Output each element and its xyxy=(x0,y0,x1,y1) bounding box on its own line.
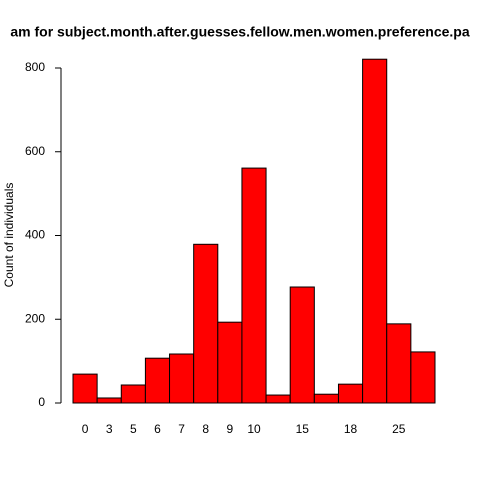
bar xyxy=(337,383,364,404)
x-tick-label: 5 xyxy=(130,422,137,436)
y-tick-label: 200 xyxy=(25,311,45,325)
bar xyxy=(386,323,412,404)
x-tick-label: 0 xyxy=(82,422,89,436)
bar xyxy=(169,353,195,404)
y-tick-label: 600 xyxy=(25,144,45,158)
y-tick-label: 0 xyxy=(38,395,45,409)
x-tick-label: 8 xyxy=(202,422,209,436)
x-tick-label: 9 xyxy=(227,422,234,436)
x-tick-label: 25 xyxy=(392,422,406,436)
bar xyxy=(241,167,267,404)
x-tick-label: 18 xyxy=(344,422,358,436)
y-tick-label: 800 xyxy=(25,60,45,74)
chart-title: am for subject.month.after.guesses.fello… xyxy=(10,24,469,40)
bar xyxy=(96,397,122,404)
x-tick-label: 10 xyxy=(247,422,261,436)
x-tick-label: 7 xyxy=(178,422,185,436)
bar xyxy=(289,286,315,404)
y-axis-label: Count of individuals xyxy=(2,183,16,288)
x-tick-label: 6 xyxy=(154,422,161,436)
x-tick-label: 3 xyxy=(106,422,113,436)
bar xyxy=(362,58,388,404)
bar xyxy=(217,321,243,404)
bar xyxy=(120,384,146,404)
bar xyxy=(410,351,436,404)
bar xyxy=(265,394,291,404)
bar xyxy=(72,373,98,404)
bar xyxy=(193,243,219,404)
y-tick-label: 400 xyxy=(25,228,45,242)
bar xyxy=(313,393,339,404)
x-tick-label: 15 xyxy=(296,422,310,436)
bar xyxy=(144,357,171,404)
